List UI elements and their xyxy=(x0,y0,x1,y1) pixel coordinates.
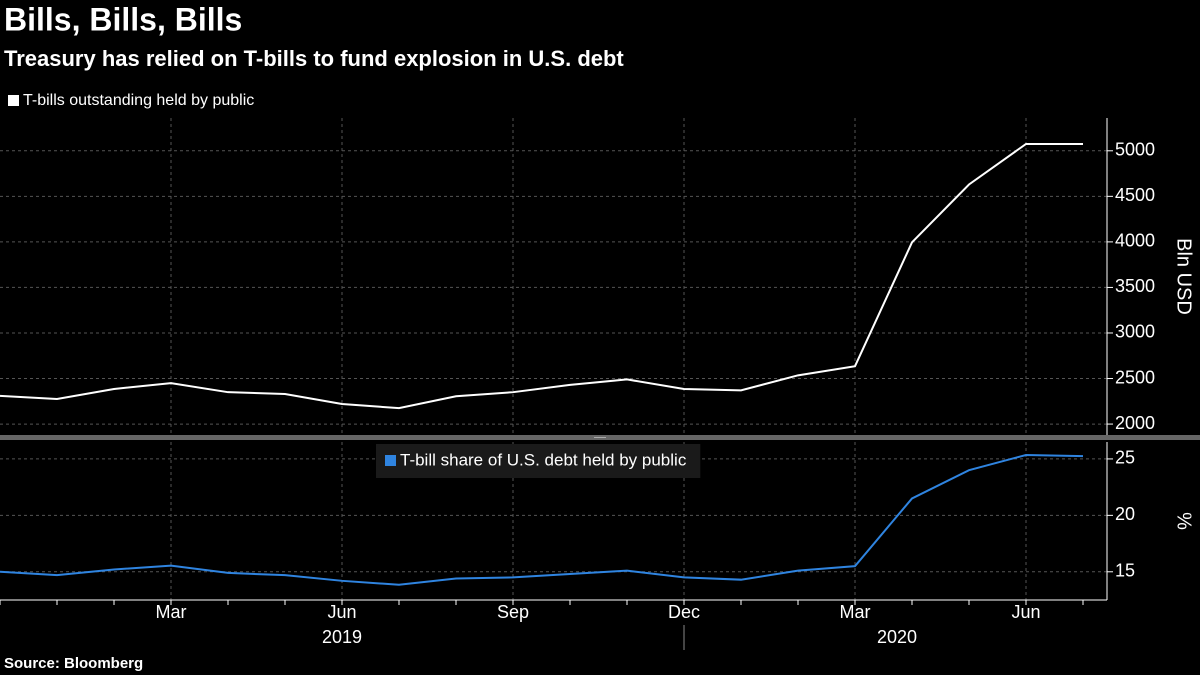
y-tick-label: 25 xyxy=(1115,448,1135,468)
x-tick-label: Mar xyxy=(840,602,871,622)
y-tick-label: 2500 xyxy=(1115,367,1155,387)
y-tick-label: 15 xyxy=(1115,561,1135,581)
legend-swatch xyxy=(385,455,396,466)
y-tick-label: 4000 xyxy=(1115,231,1155,251)
x-year-label: 2019 xyxy=(322,627,362,647)
x-tick-label: Sep xyxy=(497,602,529,622)
y-axis-label: % xyxy=(1173,512,1195,530)
y-tick-label: 3500 xyxy=(1115,276,1155,296)
x-tick-label: Mar xyxy=(156,602,187,622)
subtitle: Treasury has relied on T-bills to fund e… xyxy=(4,46,624,71)
legend-label: T-bill share of U.S. debt held by public xyxy=(400,450,687,469)
x-tick-label: Jun xyxy=(327,602,356,622)
x-year-label: 2020 xyxy=(877,627,917,647)
series-line xyxy=(0,142,1083,410)
x-tick-label: Dec xyxy=(668,602,700,622)
x-tick-label: Jun xyxy=(1011,602,1040,622)
y-tick-label: 3000 xyxy=(1115,322,1155,342)
legend-swatch xyxy=(8,95,19,106)
legend-label: T-bills outstanding held by public xyxy=(23,92,254,109)
series-line xyxy=(0,453,1084,586)
source: Source: Bloomberg xyxy=(4,655,143,672)
y-tick-label: 5000 xyxy=(1115,140,1155,160)
y-tick-label: 4500 xyxy=(1115,185,1155,205)
legend-box xyxy=(376,444,701,478)
title: Bills, Bills, Bills xyxy=(4,1,242,37)
y-axis-label: Bln USD xyxy=(1173,238,1195,315)
y-tick-label: 20 xyxy=(1115,504,1135,524)
y-tick-label: 2000 xyxy=(1115,413,1155,433)
